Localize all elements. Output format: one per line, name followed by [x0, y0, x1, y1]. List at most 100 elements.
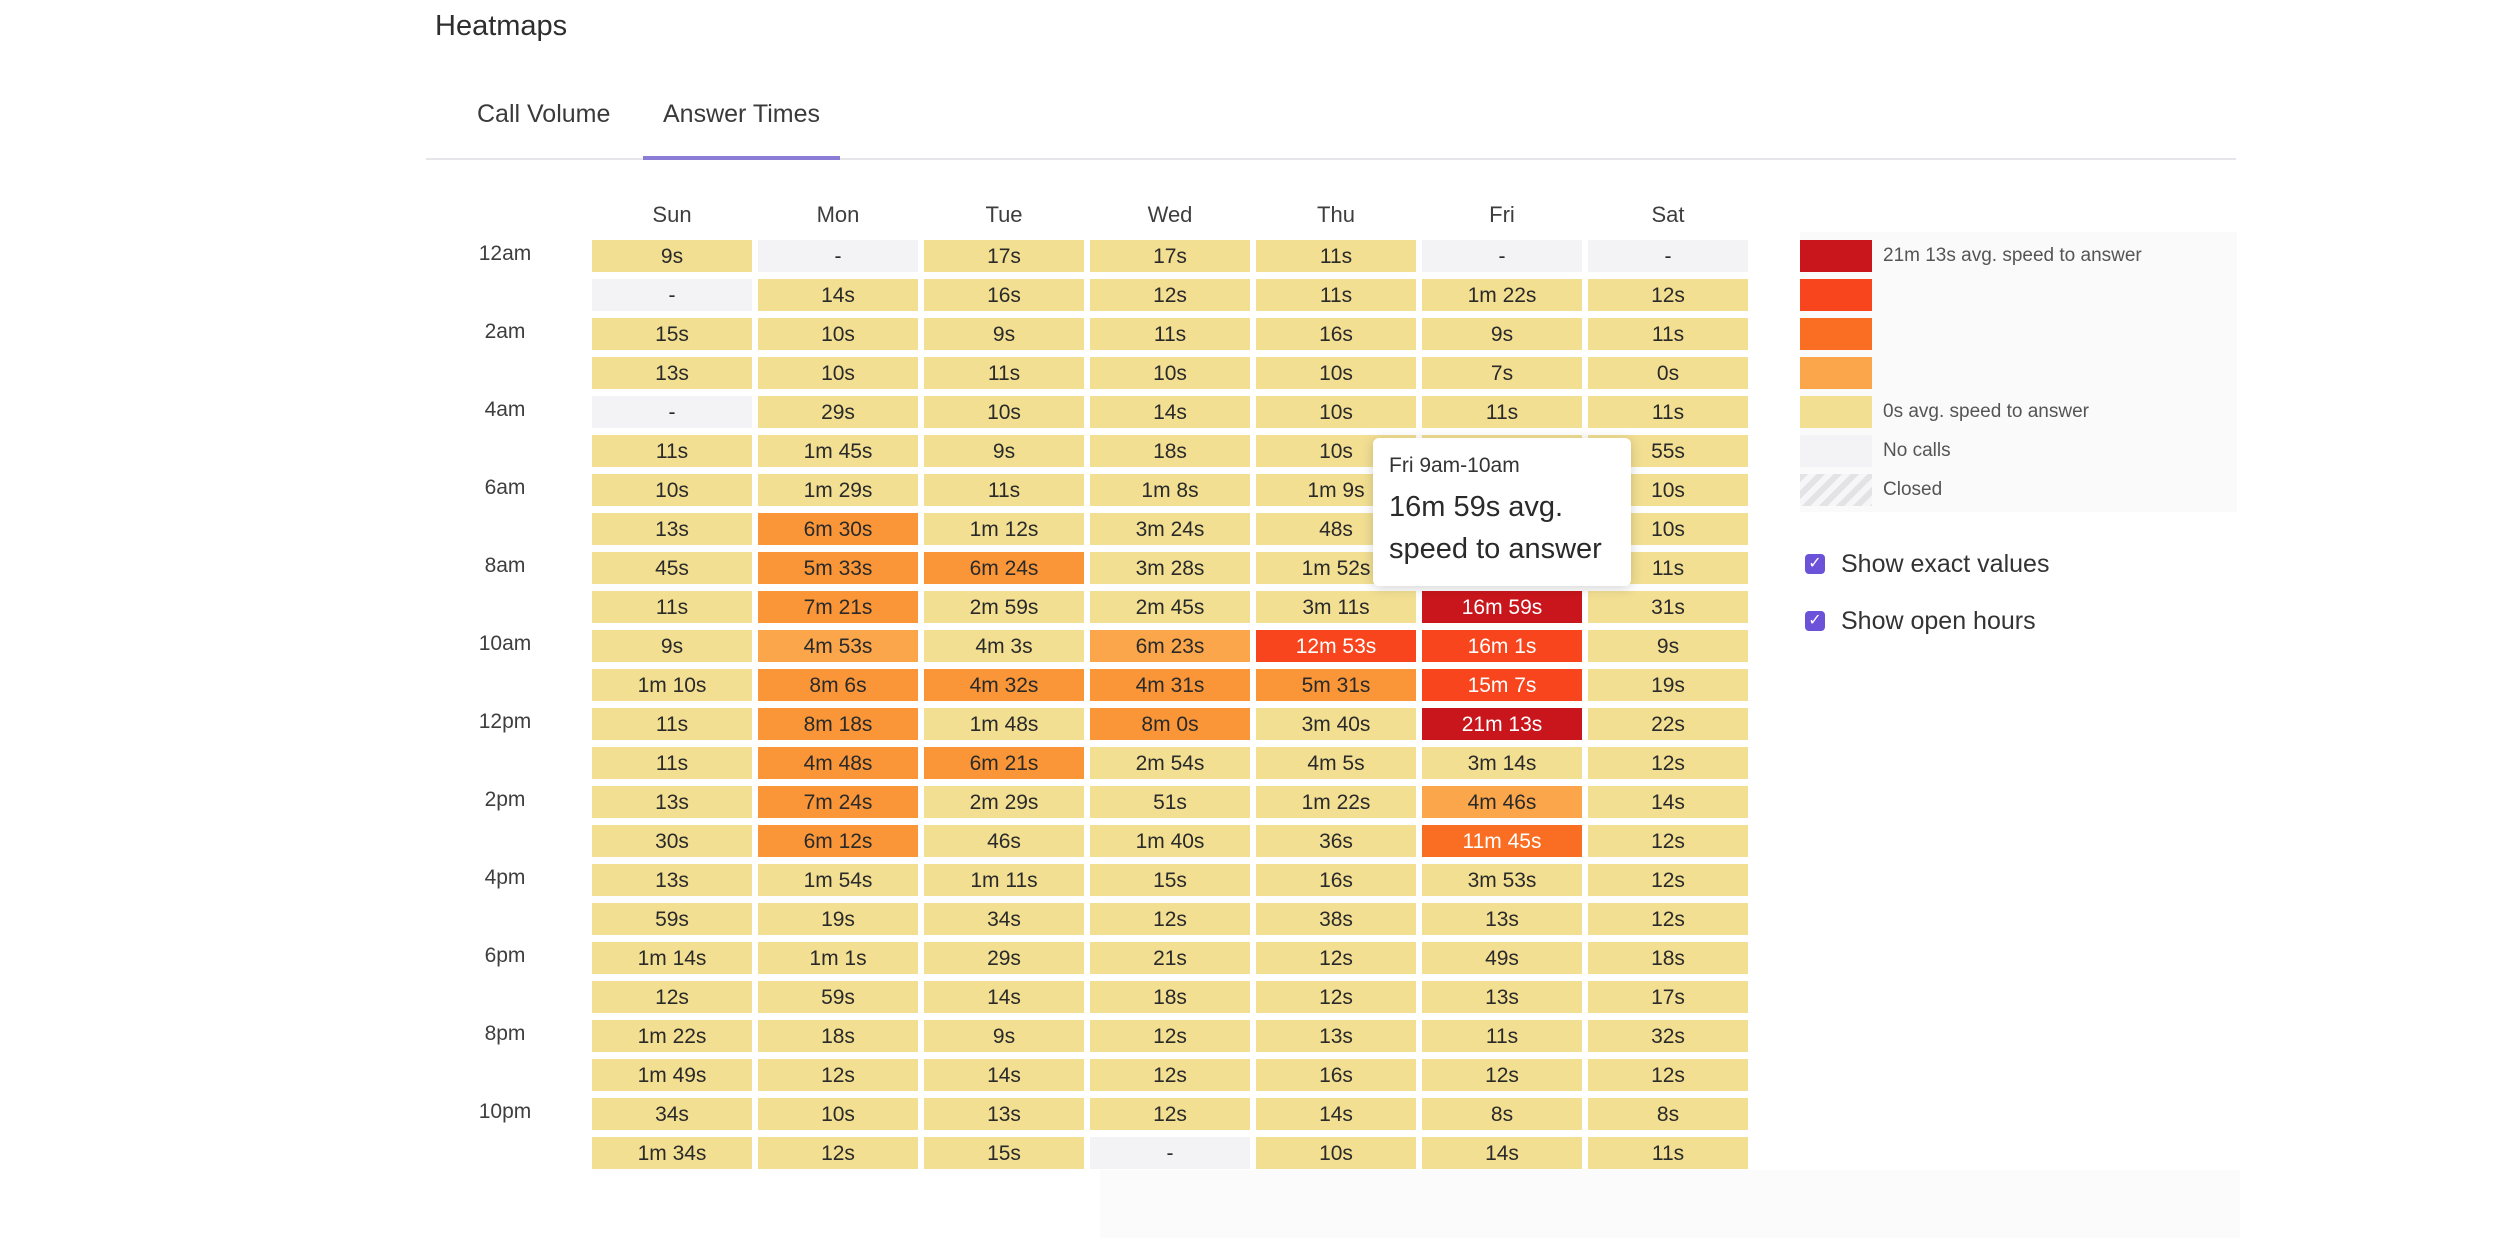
heatmap-cell[interactable]: 31s — [1588, 591, 1748, 623]
heatmap-cell[interactable]: 32s — [1588, 1020, 1748, 1052]
heatmap-cell[interactable]: 12s — [1588, 864, 1748, 896]
tab-call-volume[interactable]: Call Volume — [477, 100, 611, 128]
heatmap-cell[interactable]: 9s — [924, 435, 1084, 467]
heatmap-cell[interactable]: 15s — [1090, 864, 1250, 896]
heatmap-cell[interactable]: 11s — [592, 747, 752, 779]
heatmap-cell[interactable]: 16s — [1256, 864, 1416, 896]
heatmap-cell[interactable]: 11s — [1422, 396, 1582, 428]
checkbox-checked-icon[interactable]: ✓ — [1805, 554, 1825, 574]
heatmap-cell[interactable]: 5m 31s — [1256, 669, 1416, 701]
heatmap-cell[interactable]: 15s — [592, 318, 752, 350]
heatmap-cell[interactable]: 15m 7s — [1422, 669, 1582, 701]
heatmap-cell[interactable]: 13s — [1422, 981, 1582, 1013]
heatmap-cell[interactable]: 12s — [1256, 981, 1416, 1013]
heatmap-cell[interactable]: 1m 29s — [758, 474, 918, 506]
heatmap-cell[interactable]: - — [758, 240, 918, 272]
heatmap-cell[interactable]: 11s — [1588, 1137, 1748, 1169]
heatmap-cell[interactable]: 2m 45s — [1090, 591, 1250, 623]
heatmap-cell[interactable]: 6m 23s — [1090, 630, 1250, 662]
heatmap-cell[interactable]: 38s — [1256, 903, 1416, 935]
heatmap-cell[interactable]: 16s — [1256, 318, 1416, 350]
heatmap-cell[interactable]: 36s — [1256, 825, 1416, 857]
heatmap-cell[interactable]: 0s — [1588, 357, 1748, 389]
heatmap-cell[interactable]: 1m 1s — [758, 942, 918, 974]
heatmap-cell[interactable]: 30s — [592, 825, 752, 857]
heatmap-cell[interactable]: 1m 22s — [1256, 786, 1416, 818]
heatmap-cell[interactable]: 19s — [1588, 669, 1748, 701]
heatmap-cell[interactable]: 3m 11s — [1256, 591, 1416, 623]
heatmap-cell[interactable]: 11s — [1090, 318, 1250, 350]
heatmap-cell[interactable]: - — [1422, 240, 1582, 272]
heatmap-cell[interactable]: 1m 49s — [592, 1059, 752, 1091]
heatmap-cell[interactable]: 59s — [758, 981, 918, 1013]
heatmap-cell[interactable]: 3m 24s — [1090, 513, 1250, 545]
heatmap-cell[interactable]: 16s — [1256, 1059, 1416, 1091]
heatmap-cell[interactable]: 5m 33s — [758, 552, 918, 584]
heatmap-cell[interactable]: 45s — [592, 552, 752, 584]
heatmap-cell[interactable]: 21s — [1090, 942, 1250, 974]
heatmap-cell[interactable]: 10s — [1090, 357, 1250, 389]
heatmap-cell[interactable]: 3m 14s — [1422, 747, 1582, 779]
heatmap-cell[interactable]: 15s — [924, 1137, 1084, 1169]
heatmap-cell[interactable]: 11m 45s — [1422, 825, 1582, 857]
heatmap-cell[interactable]: 9s — [1422, 318, 1582, 350]
heatmap-cell[interactable]: 13s — [592, 513, 752, 545]
heatmap-cell[interactable]: 14s — [924, 981, 1084, 1013]
heatmap-cell[interactable]: 1m 54s — [758, 864, 918, 896]
show-open-hours-label[interactable]: Show open hours — [1841, 607, 2036, 635]
heatmap-cell[interactable]: 11s — [1422, 1020, 1582, 1052]
heatmap-cell[interactable]: 7m 24s — [758, 786, 918, 818]
heatmap-cell[interactable]: 13s — [924, 1098, 1084, 1130]
heatmap-cell[interactable]: 17s — [924, 240, 1084, 272]
heatmap-cell[interactable]: 9s — [1588, 630, 1748, 662]
heatmap-cell[interactable]: 11s — [1256, 279, 1416, 311]
heatmap-cell[interactable]: 4m 5s — [1256, 747, 1416, 779]
heatmap-cell[interactable]: 8m 0s — [1090, 708, 1250, 740]
heatmap-cell[interactable]: 18s — [1588, 942, 1748, 974]
heatmap-cell[interactable]: 6m 24s — [924, 552, 1084, 584]
heatmap-cell[interactable]: 1m 40s — [1090, 825, 1250, 857]
heatmap-cell[interactable]: 10s — [1256, 396, 1416, 428]
heatmap-cell[interactable]: 6m 12s — [758, 825, 918, 857]
heatmap-cell[interactable]: 1m 10s — [592, 669, 752, 701]
heatmap-cell[interactable]: 12s — [1588, 903, 1748, 935]
heatmap-cell[interactable]: 11s — [1256, 240, 1416, 272]
heatmap-cell[interactable]: 1m 14s — [592, 942, 752, 974]
heatmap-cell[interactable]: 12s — [758, 1059, 918, 1091]
heatmap-cell[interactable]: 12s — [1588, 747, 1748, 779]
heatmap-cell[interactable]: 4m 31s — [1090, 669, 1250, 701]
heatmap-cell[interactable]: 9s — [592, 240, 752, 272]
heatmap-cell[interactable]: 8s — [1422, 1098, 1582, 1130]
heatmap-cell[interactable]: 14s — [1422, 1137, 1582, 1169]
heatmap-cell[interactable]: 12s — [1090, 1059, 1250, 1091]
heatmap-cell[interactable]: 9s — [924, 318, 1084, 350]
heatmap-cell[interactable]: 13s — [1256, 1020, 1416, 1052]
heatmap-cell[interactable]: 10s — [924, 396, 1084, 428]
heatmap-cell[interactable]: 12s — [1588, 279, 1748, 311]
heatmap-cell[interactable]: 14s — [758, 279, 918, 311]
heatmap-cell[interactable]: - — [1588, 240, 1748, 272]
heatmap-cell[interactable]: - — [1090, 1137, 1250, 1169]
heatmap-cell[interactable]: 21m 13s — [1422, 708, 1582, 740]
heatmap-cell[interactable]: 18s — [1090, 981, 1250, 1013]
heatmap-cell[interactable]: 9s — [924, 1020, 1084, 1052]
heatmap-cell[interactable]: 11s — [592, 435, 752, 467]
heatmap-cell[interactable]: 1m 34s — [592, 1137, 752, 1169]
heatmap-cell[interactable]: 11s — [1588, 318, 1748, 350]
heatmap-cell[interactable]: 17s — [1588, 981, 1748, 1013]
heatmap-cell[interactable]: 10s — [758, 318, 918, 350]
heatmap-cell[interactable]: 4m 3s — [924, 630, 1084, 662]
heatmap-cell[interactable]: 29s — [758, 396, 918, 428]
heatmap-cell[interactable]: 7m 21s — [758, 591, 918, 623]
heatmap-cell[interactable]: 11s — [1588, 396, 1748, 428]
heatmap-cell[interactable]: 12s — [1588, 825, 1748, 857]
heatmap-cell[interactable]: 6m 30s — [758, 513, 918, 545]
heatmap-cell[interactable]: 1m 45s — [758, 435, 918, 467]
heatmap-cell[interactable]: 49s — [1422, 942, 1582, 974]
heatmap-cell[interactable]: 10s — [1256, 1137, 1416, 1169]
heatmap-cell[interactable]: 4m 48s — [758, 747, 918, 779]
heatmap-cell[interactable]: 3m 53s — [1422, 864, 1582, 896]
heatmap-cell[interactable]: 13s — [592, 864, 752, 896]
heatmap-cell[interactable]: 14s — [1256, 1098, 1416, 1130]
heatmap-cell[interactable]: 8m 6s — [758, 669, 918, 701]
